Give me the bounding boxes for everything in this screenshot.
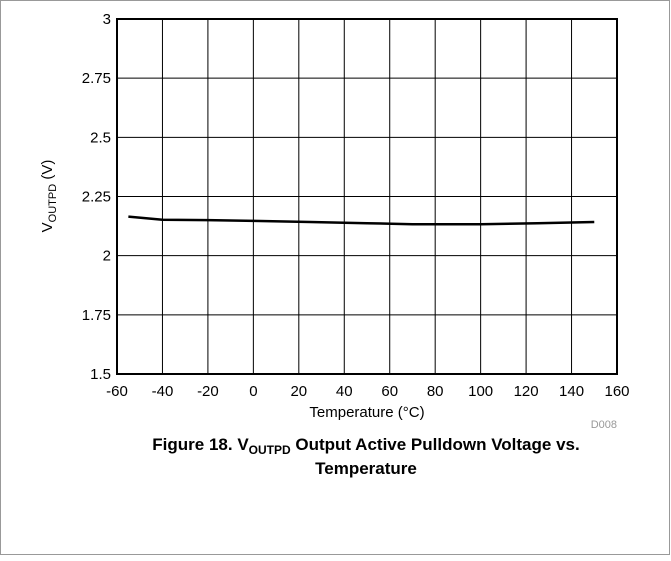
y-tick-label: 2 — [103, 248, 111, 265]
chart-title: Temperature — [315, 459, 417, 478]
x-tick-label: 40 — [336, 383, 353, 400]
y-tick-label: 1.75 — [82, 307, 111, 324]
title-text: Figure 18. V — [152, 435, 249, 454]
x-tick-label: -40 — [152, 383, 174, 400]
x-tick-label: 0 — [249, 383, 257, 400]
data-line — [128, 215, 595, 226]
y-tick-label: 1.5 — [90, 366, 111, 383]
x-tick-label: 160 — [604, 383, 629, 400]
chart-title: Figure 18. VOUTPD Output Active Pulldown… — [152, 435, 579, 457]
x-tick-label: -60 — [106, 383, 128, 400]
x-tick-label: 20 — [290, 383, 307, 400]
title-text: Output Active Pulldown Voltage vs. — [291, 435, 580, 454]
x-tick-label: 120 — [514, 383, 539, 400]
title-sub: OUTPD — [249, 443, 291, 457]
x-tick-label: 60 — [381, 383, 398, 400]
ylabel-text: V — [39, 222, 56, 232]
ylabel-sub: OUTPD — [47, 184, 59, 223]
note: D008 — [591, 419, 617, 431]
y-tick-label: 2.5 — [90, 129, 111, 146]
plot-border — [116, 18, 618, 375]
ylabel-text: (V) — [39, 160, 56, 184]
y-tick-label: 2.75 — [82, 70, 111, 87]
x-tick-label: 80 — [427, 383, 444, 400]
x-tick-label: 140 — [559, 383, 584, 400]
x-tick-label: 100 — [468, 383, 493, 400]
x-axis-label: Temperature (°C) — [309, 404, 424, 421]
y-axis-label: VOUTPD (V) — [39, 160, 59, 233]
y-tick-label: 2.25 — [82, 189, 111, 206]
y-tick-label: 3 — [103, 11, 111, 28]
x-tick-label: -20 — [197, 383, 219, 400]
